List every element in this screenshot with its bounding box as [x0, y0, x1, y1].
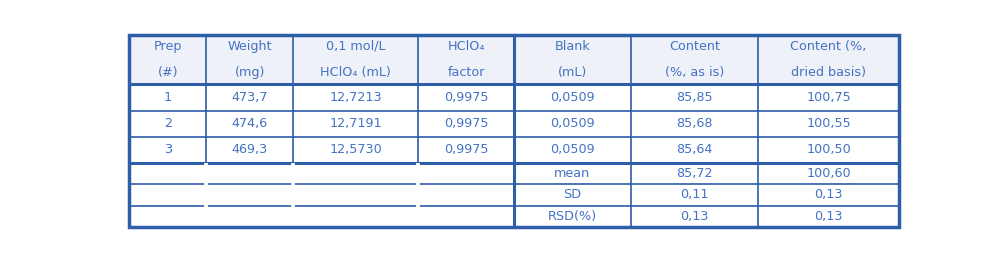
- Text: 0,0509: 0,0509: [549, 117, 594, 130]
- Text: Content: Content: [668, 40, 719, 53]
- Text: (#): (#): [157, 67, 178, 80]
- Text: mean: mean: [554, 167, 590, 180]
- Text: 12,7213: 12,7213: [329, 91, 382, 104]
- Text: Weight: Weight: [227, 40, 272, 53]
- Text: dried basis): dried basis): [791, 67, 865, 80]
- Text: 0,1 mol/L: 0,1 mol/L: [326, 40, 385, 53]
- Text: 3: 3: [163, 143, 171, 156]
- Text: 100,50: 100,50: [806, 143, 850, 156]
- Text: HClO₄: HClO₄: [447, 40, 484, 53]
- Text: 12,5730: 12,5730: [329, 143, 382, 156]
- Text: 85,72: 85,72: [675, 167, 712, 180]
- Text: 0,0509: 0,0509: [549, 143, 594, 156]
- Text: Prep: Prep: [153, 40, 182, 53]
- Text: Content (%,: Content (%,: [790, 40, 866, 53]
- Text: 12,7191: 12,7191: [329, 117, 382, 130]
- Text: 2: 2: [163, 117, 171, 130]
- Text: 100,60: 100,60: [806, 167, 850, 180]
- Text: 0,9975: 0,9975: [444, 91, 488, 104]
- Text: 0,13: 0,13: [814, 210, 842, 223]
- Text: 473,7: 473,7: [231, 91, 268, 104]
- Text: (mg): (mg): [234, 67, 265, 80]
- Bar: [129, 35, 898, 84]
- Text: 0,13: 0,13: [814, 188, 842, 202]
- Text: RSD(%): RSD(%): [547, 210, 596, 223]
- Text: 85,64: 85,64: [675, 143, 712, 156]
- Text: 0,9975: 0,9975: [444, 143, 488, 156]
- Text: 0,11: 0,11: [679, 188, 708, 202]
- Text: 85,85: 85,85: [675, 91, 712, 104]
- Text: factor: factor: [447, 67, 484, 80]
- Text: (mL): (mL): [557, 67, 586, 80]
- Text: 469,3: 469,3: [231, 143, 268, 156]
- Text: 100,75: 100,75: [806, 91, 850, 104]
- Text: 100,55: 100,55: [806, 117, 850, 130]
- Text: HClO₄ (mL): HClO₄ (mL): [320, 67, 391, 80]
- Text: 474,6: 474,6: [231, 117, 268, 130]
- Text: 0,9975: 0,9975: [444, 117, 488, 130]
- Text: Blank: Blank: [554, 40, 590, 53]
- Text: 0,13: 0,13: [679, 210, 708, 223]
- Text: SD: SD: [563, 188, 581, 202]
- Text: 0,0509: 0,0509: [549, 91, 594, 104]
- Text: 85,68: 85,68: [675, 117, 712, 130]
- Text: 1: 1: [163, 91, 171, 104]
- Text: (%, as is): (%, as is): [664, 67, 723, 80]
